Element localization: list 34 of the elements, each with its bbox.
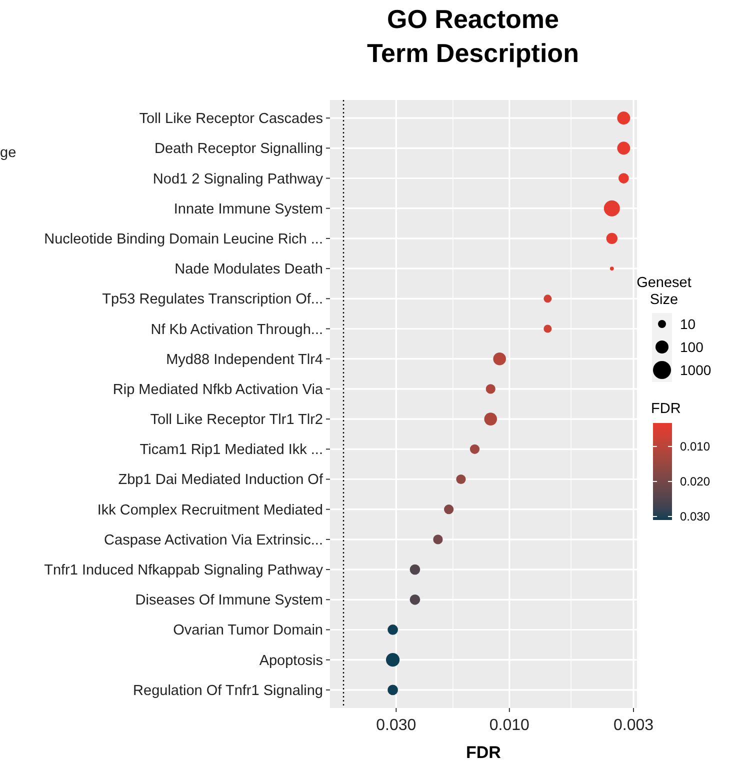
legend-label: 1000 [680,362,712,378]
y-tick-label: Tp53 Regulates Transcription Of... [102,292,323,308]
legend-title: Geneset Size [636,275,692,308]
y-tick-label: Ikk Complex Recruitment Mediated [97,502,323,518]
y-tick-label: Ovarian Tumor Domain [173,622,323,639]
y-tick-label: Innate Immune System [174,201,323,218]
y-tick-label: Nade Modulates Death [174,262,323,278]
x-tick-label: 0.030 [376,717,416,734]
color-bar-label: 0.030 [680,510,710,524]
text: ge [0,145,16,161]
y-tick-label: Myd88 Independent Tlr4 [166,352,323,368]
y-tick-label: Death Receptor Signalling [154,141,323,158]
y-tick-label: Regulation Of Tnfr1 Signaling [133,682,323,699]
y-tick-label: Zbp1 Dai Mediated Induction Of [118,472,324,488]
y-tick-label: Ticam1 Rip1 Mediated Ikk ... [140,442,323,458]
y-tick-label: Toll Like Receptor Tlr1 Tlr2 [150,412,323,428]
y-tick-label: Apoptosis [259,652,323,669]
y-tick-label: Diseases Of Immune System [135,592,323,609]
y-tick-label: Rip Mediated Nfkb Activation Via [112,382,324,398]
y-tick-label: Caspase Activation Via Extrinsic... [104,532,323,548]
x-tick-label: 0.010 [489,717,530,734]
x-axis-title: FDR [466,743,501,762]
x-tick-label: 0.003 [613,717,654,734]
color-bar-label: 0.020 [680,474,710,488]
color-bar-title: FDR [651,401,681,417]
color-bar-label: 0.010 [680,439,710,454]
y-tick-label: Nod1 2 Signaling Pathway [152,171,324,188]
legend-label: 100 [680,339,704,355]
y-tick-label: Toll Like Receptor Cascades [139,111,323,128]
chart-title: GO Reactome Term Description [367,4,579,68]
y-tick-label: Nucleotide Binding Domain Leucine Rich ... [44,231,323,248]
legend-label: 10 [680,316,696,332]
y-tick-label: Tnfr1 Induced Nfkappab Signaling Pathway [44,562,324,579]
y-tick-label: Nf Kb Activation Through... [150,322,323,338]
